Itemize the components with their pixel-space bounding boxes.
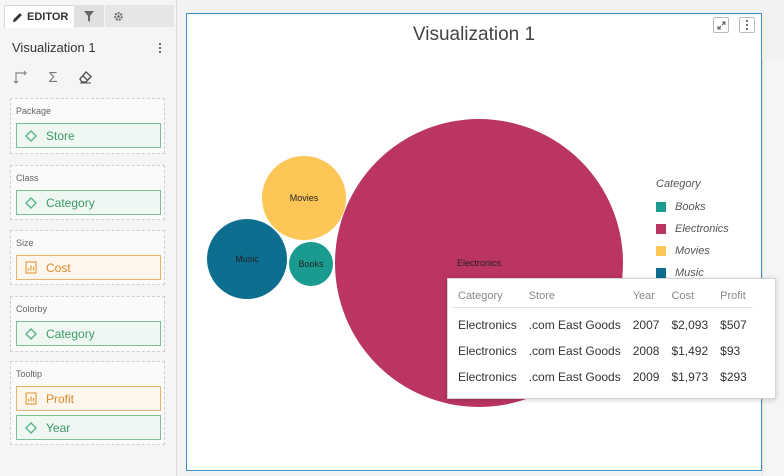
legend-item-movies[interactable]: Movies (656, 240, 729, 262)
chart-title: Visualization 1 (412, 24, 536, 45)
tooltip-cell: 2009 (632, 370, 660, 384)
tab-settings[interactable] (105, 5, 174, 27)
legend-label: Electronics (675, 223, 729, 235)
legend-swatch (656, 224, 666, 234)
dimension-icon (24, 327, 38, 341)
sigma-icon[interactable]: Σ (48, 68, 58, 86)
pill-label: Store (46, 128, 75, 143)
bubble-movies[interactable] (262, 156, 346, 240)
legend-swatch (656, 268, 666, 278)
viz-name[interactable]: Visualization 1 (12, 40, 96, 55)
pill-label: Profit (46, 391, 75, 406)
well-colorby: Colorby Category (10, 296, 165, 352)
tooltip-col-header: Store (522, 285, 627, 308)
viz-menu-icon[interactable] (739, 17, 755, 33)
legend-item-books[interactable]: Books (656, 196, 729, 218)
pill-category[interactable]: Category (16, 321, 161, 346)
tooltip-row: Electronics .com East Goods 2009 $1,973 … (452, 364, 753, 390)
tooltip-cell: $293 (720, 370, 747, 384)
pill-label: Cost (46, 260, 71, 275)
measure-icon (24, 261, 38, 275)
pill-year[interactable]: Year (16, 415, 161, 440)
more-options-icon[interactable] (154, 40, 166, 56)
tab-editor[interactable]: EDITOR (4, 5, 75, 28)
bubble-label: Books (298, 259, 324, 269)
gear-icon (114, 11, 123, 21)
tab-editor-label: EDITOR (27, 11, 69, 23)
tooltip-row: Electronics .com East Goods 2008 $1,492 … (452, 338, 753, 364)
tooltip-col-header: Profit (714, 285, 753, 308)
expand-icon[interactable] (713, 17, 729, 33)
bubble-label: Movies (290, 193, 319, 203)
well-label: Package (16, 106, 52, 116)
well-label: Class (16, 173, 39, 183)
legend-title: Category (656, 178, 701, 190)
editor-panel: EDITOR Visualization 1 Σ Package Store C… (0, 0, 177, 476)
eraser-icon[interactable] (76, 68, 94, 86)
tooltip-col-header: Year (626, 285, 666, 308)
legend-label: Books (675, 201, 706, 213)
measure-icon (24, 392, 38, 406)
bubble-label: Electronics (457, 258, 502, 268)
tooltip-cell: $1,492 (671, 344, 709, 358)
dimension-icon (24, 421, 38, 435)
editor-tabs: EDITOR (0, 0, 176, 28)
legend-item-electronics[interactable]: Electronics (656, 218, 729, 240)
tooltip-row: Electronics .com East Goods 2007 $2,093 … (452, 308, 753, 339)
scrollbar[interactable] (762, 60, 784, 476)
tooltip-cell: Electronics (458, 318, 517, 332)
pill-store[interactable]: Store (16, 123, 161, 148)
well-package: Package Store (10, 98, 165, 154)
well-label: Colorby (16, 304, 48, 314)
tooltip-cell: $1,973 (671, 370, 709, 384)
tooltip-cell: 2007 (632, 318, 660, 332)
pencil-icon (12, 12, 22, 22)
pill-label: Category (46, 326, 95, 341)
bubble-books[interactable] (289, 242, 333, 286)
tooltip: Category Store Year Cost Profit Electron… (447, 278, 776, 399)
well-size: Size Cost (10, 230, 165, 285)
well-label: Size (16, 238, 34, 248)
tooltip-cell: .com East Goods (528, 370, 621, 384)
tooltip-cell: $93 (720, 344, 741, 358)
bubble-label: Music (235, 254, 259, 264)
filter-icon (84, 10, 94, 22)
tooltip-table: Category Store Year Cost Profit Electron… (452, 285, 753, 390)
tooltip-col-header: Category (452, 285, 523, 308)
tab-filter[interactable] (74, 5, 104, 27)
swap-axes-icon[interactable] (12, 68, 30, 86)
tooltip-cell: $2,093 (671, 318, 709, 332)
tooltip-cell: .com East Goods (528, 344, 621, 358)
pill-label: Year (46, 420, 71, 435)
tooltip-header-row: Category Store Year Cost Profit (452, 285, 753, 308)
tooltip-cell: $507 (720, 318, 747, 332)
pill-label: Category (46, 195, 95, 210)
pill-cost[interactable]: Cost (16, 255, 161, 280)
bubble-music[interactable] (207, 219, 287, 299)
legend-label: Music (675, 267, 704, 279)
legend-label: Movies (675, 245, 710, 257)
legend: Category Books Electronics Movies Music (656, 178, 729, 284)
tooltip-col-header: Cost (665, 285, 715, 308)
legend-item-music[interactable]: Music (656, 262, 729, 284)
well-label: Tooltip (16, 369, 43, 379)
visualization-canvas[interactable]: Visualization 1 Electronics Movies Music Bo… (186, 13, 762, 471)
tooltip-cell: Electronics (458, 370, 517, 384)
tooltip-cell: 2008 (632, 344, 660, 358)
dimension-icon (24, 129, 38, 143)
editor-toolbar: Σ (12, 68, 94, 86)
dimension-icon (24, 196, 38, 210)
legend-swatch (656, 202, 666, 212)
tooltip-cell: .com East Goods (528, 318, 621, 332)
well-class: Class Category (10, 165, 165, 220)
pill-profit[interactable]: Profit (16, 386, 161, 411)
well-tooltip: Tooltip Profit Year (10, 361, 165, 445)
pill-category[interactable]: Category (16, 190, 161, 215)
tooltip-cell: Electronics (458, 344, 517, 358)
legend-swatch (656, 246, 666, 256)
